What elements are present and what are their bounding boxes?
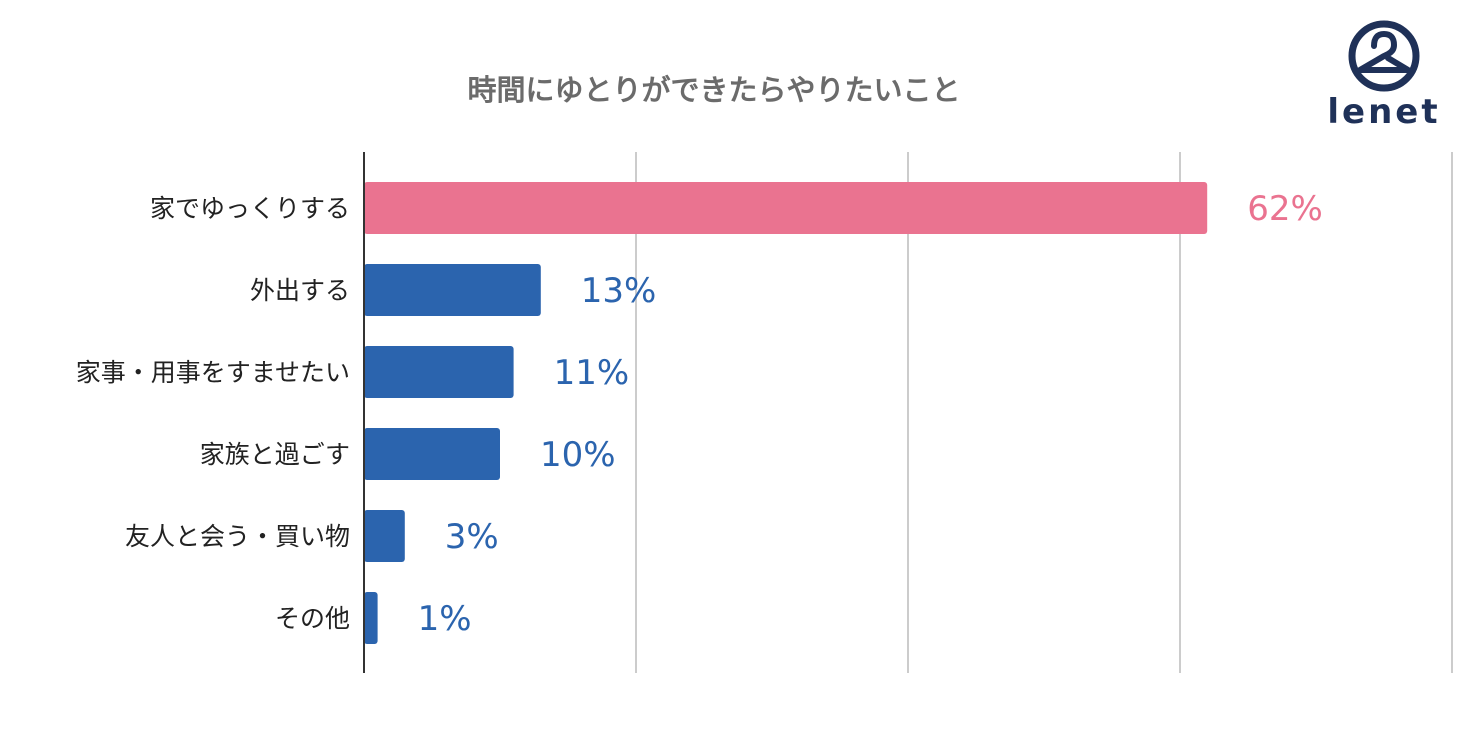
value-label: 11% bbox=[554, 353, 630, 393]
labels: 家でゆっくりする 62% 外出する 13% 家事・用事をすませたい 11% 家族と過ごす 10… bbox=[76, 189, 1323, 639]
hanger-logo-icon bbox=[1348, 20, 1420, 92]
category-label: 友人と会う・買い物 bbox=[125, 522, 350, 551]
bar bbox=[364, 510, 405, 562]
category-label: その他 bbox=[275, 604, 350, 633]
category-label: 家でゆっくりする bbox=[150, 194, 350, 223]
bar bbox=[364, 346, 514, 398]
bar bbox=[364, 592, 378, 644]
bar bbox=[364, 264, 541, 316]
category-label: 家事・用事をすませたい bbox=[76, 358, 350, 387]
value-label: 13% bbox=[581, 271, 657, 311]
bars bbox=[364, 182, 1208, 644]
lenet-logo: lenet bbox=[1318, 18, 1450, 132]
value-label: 1% bbox=[418, 599, 472, 639]
bar bbox=[364, 182, 1208, 234]
value-label: 10% bbox=[540, 435, 616, 475]
grid-lines bbox=[635, 152, 1453, 673]
value-label: 62% bbox=[1247, 189, 1323, 229]
value-label: 3% bbox=[445, 517, 499, 557]
chart-title: 時間にゆとりができたらやりたいこと bbox=[467, 73, 961, 107]
category-label: 家族と過ごす bbox=[200, 440, 350, 469]
bar bbox=[364, 428, 500, 480]
category-label: 外出する bbox=[250, 276, 350, 305]
logo-wordmark: lenet bbox=[1327, 92, 1441, 132]
